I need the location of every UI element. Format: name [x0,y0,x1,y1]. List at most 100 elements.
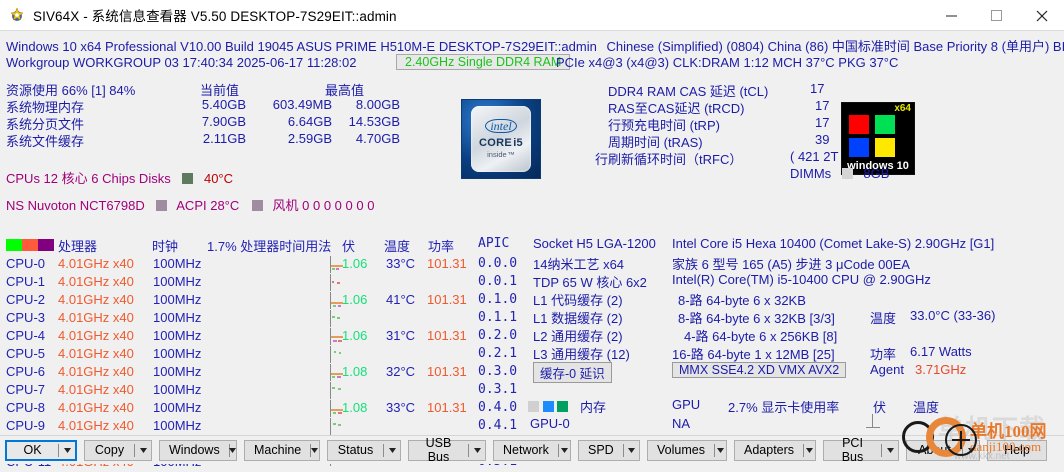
cpu-frequency: 4.01GHz x40 [58,292,134,307]
cpu-clock: 100MHz [153,310,201,325]
copy-button[interactable]: Copy [84,440,152,461]
minimize-icon[interactable] [929,0,974,31]
network-button-label: Network [494,443,558,457]
gpu-usage-text: 2.7% 显示卡使用率 [728,400,839,415]
sysinfo-workgroup: Workgroup WORKGROUP 03 17:40:34 2025-06-… [6,55,356,70]
ddr-timing-value-3: 39 [815,132,829,147]
logo-square-yellow [875,138,895,157]
sysinfo-locale: Chinese (Simplified) (0804) China (86) 中… [606,39,1064,54]
gpu-row-value-text: NA [672,416,690,431]
res-mid-2-value: 2.59GB [288,131,332,146]
ok-button[interactable]: OK [5,440,77,461]
pci-bus-button[interactable]: PCI Bus [823,440,899,461]
cpu-volts: 1.06 [342,328,367,343]
machine-button[interactable]: Machine [244,440,320,461]
cpu-usage-sparkline [330,274,344,291]
cpu-frequency: 4.01GHz x40 [58,328,134,343]
cpu-name: CPU-4 [6,328,45,343]
chevron-down-icon[interactable] [469,448,485,453]
ddr-speed-value: 2.40GHz Single DDR4 RAM [396,54,570,70]
ddr-timing-label-4: 行刷新循环时间（tRFC） [595,152,742,167]
maximize-icon[interactable] [974,0,1019,31]
dimms-value: 8GB [863,166,889,181]
cpu-power: 101.31 [427,256,467,271]
res-current-0-value: 5.40GB [202,97,246,112]
cpu-clock: 100MHz [153,292,201,307]
fan-speeds-value: 风机 0 0 0 0 0 0 0 [273,198,375,213]
cpu-power: 101.31 [427,400,467,415]
volumes-button[interactable]: Volumes [647,440,727,461]
cpu-info-left-4: L1 数据缓存 (2) [533,308,623,327]
machine-button-label: Machine [245,443,310,457]
cpu-volts: 1.08 [342,400,367,415]
resource-usage-summary: 资源使用 66% [1] 84% [6,83,135,98]
windows-button[interactable]: Windows [159,440,237,461]
intel-inside-text: inside ™ [487,150,515,159]
chevron-down-icon[interactable] [559,448,570,453]
cpu-brand-string: Intel(R) Core(TM) i5-10400 CPU @ 2.90GHz [672,272,931,287]
network-button[interactable]: Network [493,440,571,461]
intel-core-i5-text: CORE i5 [479,137,523,149]
cpu-apic: 0.0.0 [478,256,517,271]
spd-button[interactable]: SPD [578,440,640,461]
chevron-down-icon[interactable] [384,448,400,453]
cpu-apic: 0.4.1 [478,418,517,433]
chevron-down-icon[interactable] [229,448,236,453]
ddr-timing-label-0: DDR4 RAM CAS 延迟 (tCL) [608,84,768,99]
gpu-row-name[interactable]: GPU-0 [530,416,570,431]
sysinfo-pcie-text: PCIe x4@3 (x4@3) CLK:DRAM 1:12 MCH 37°C … [556,55,898,70]
res-max-2: 4.70GB [338,131,400,146]
gpu-row-name-text: GPU-0 [530,416,570,431]
watermark-plus-icon [944,423,978,457]
usb-bus-button[interactable]: USB Bus [408,440,486,461]
ddr-timing-value-0-text: 17 [810,81,824,96]
gpu-row-value: NA [672,416,690,431]
sensor-chip-line: NS Nuvoton NCT6798D ACPI 28°C 风机 0 0 0 0… [6,195,374,214]
cpu-tdp: TDP 65 W 核心 6x2 [533,275,647,290]
pkg-temp-label: 温度 [870,308,896,327]
gpu-usage: 2.7% 显示卡使用率 [728,397,839,416]
logo-square-red [849,115,869,134]
sysinfo-line-1: Windows 10 x64 Professional V10.00 Build… [6,36,1064,55]
ddr-timing-label-2: 行预充电时间 (tRP) [608,118,720,133]
close-icon[interactable] [1019,0,1064,31]
cpu-clock: 100MHz [153,382,201,397]
chevron-down-icon[interactable] [311,448,319,453]
cpu-volts: 1.08 [342,364,367,379]
legend-swatch-freq [22,239,38,251]
header-processor: 处理器 [58,236,97,255]
cpu-power: 101.31 [427,364,467,379]
status-button[interactable]: Status [327,440,401,461]
chevron-down-icon[interactable] [715,448,726,453]
cache-l1-code: L1 代码缓存 (2) [533,293,623,308]
pkg-power-label-text: 功率 [870,347,896,362]
acpi-swatch [156,200,167,211]
header-apic: APIC [478,236,509,251]
agent-label-text: Agent [870,362,904,377]
adapters-button[interactable]: Adapters [734,440,816,461]
usb-bus-button-label: USB Bus [409,436,468,464]
chevron-down-icon[interactable] [135,448,151,453]
cpu-apic: 0.1.1 [478,310,517,325]
gpu-legend-swatch-3 [557,401,568,412]
chevron-down-icon[interactable] [624,448,639,453]
cpu-name: CPU-0 [6,256,45,271]
resource-col-max-label: 最高值 [325,83,364,98]
chevron-down-icon[interactable] [59,448,75,453]
cpu-info-left-5: L2 通用缓存 (2) [533,326,623,345]
chevron-down-icon[interactable] [804,448,815,453]
header-clock: 时钟 [152,236,178,255]
cpu-family-stepping: 家族 6 型号 165 (A5) 步进 3 μCode 00EA [672,257,910,272]
agent-value: 3.71GHz [915,362,966,377]
chevron-down-icon[interactable] [882,448,898,453]
cache-l1-data: L1 数据缓存 (2) [533,311,623,326]
help-button[interactable]: Help [987,440,1047,461]
cache-badge: 缓存-0 延识 [533,362,612,383]
cpu-info-left-0: Socket H5 LGA-1200 [533,236,656,251]
pkg-temp-label-text: 温度 [870,311,896,326]
windows-arch-label: x64 [894,103,911,114]
cpu-usage-sparkline [330,382,344,399]
cache-badge-wrap[interactable]: 缓存-0 延识 [533,362,612,383]
flags-badge-wrap[interactable]: MMX SSE4.2 XD VMX AVX2 [672,362,846,378]
windows-button-label: Windows [160,443,229,457]
